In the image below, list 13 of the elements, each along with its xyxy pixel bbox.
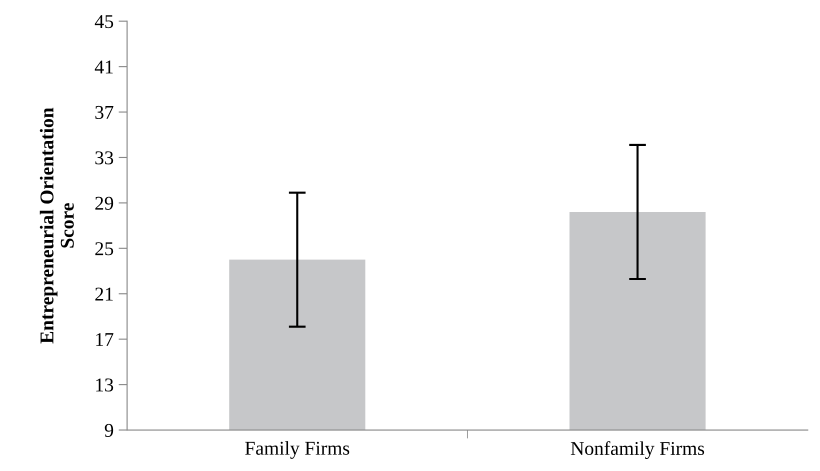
y-axis-title: Entrepreneurial Orientation Score [40,108,74,344]
x-tick-label: Nonfamily Firms [570,441,704,460]
y-tick-label: 41 [94,60,113,74]
y-tick-label: 37 [95,106,114,119]
y-tick-label: 33 [95,151,114,164]
y-tick-label: 17 [96,333,114,346]
y-tick-label: 25 [95,242,114,256]
x-tick-label: Family Firms [245,441,350,459]
y-tick-label: 9 [104,424,114,437]
y-tick-label: 13 [96,378,114,392]
y-tick-label: 29 [95,196,114,210]
y-tick-label: 21 [95,288,113,300]
y-tick-label: 45 [94,15,114,28]
